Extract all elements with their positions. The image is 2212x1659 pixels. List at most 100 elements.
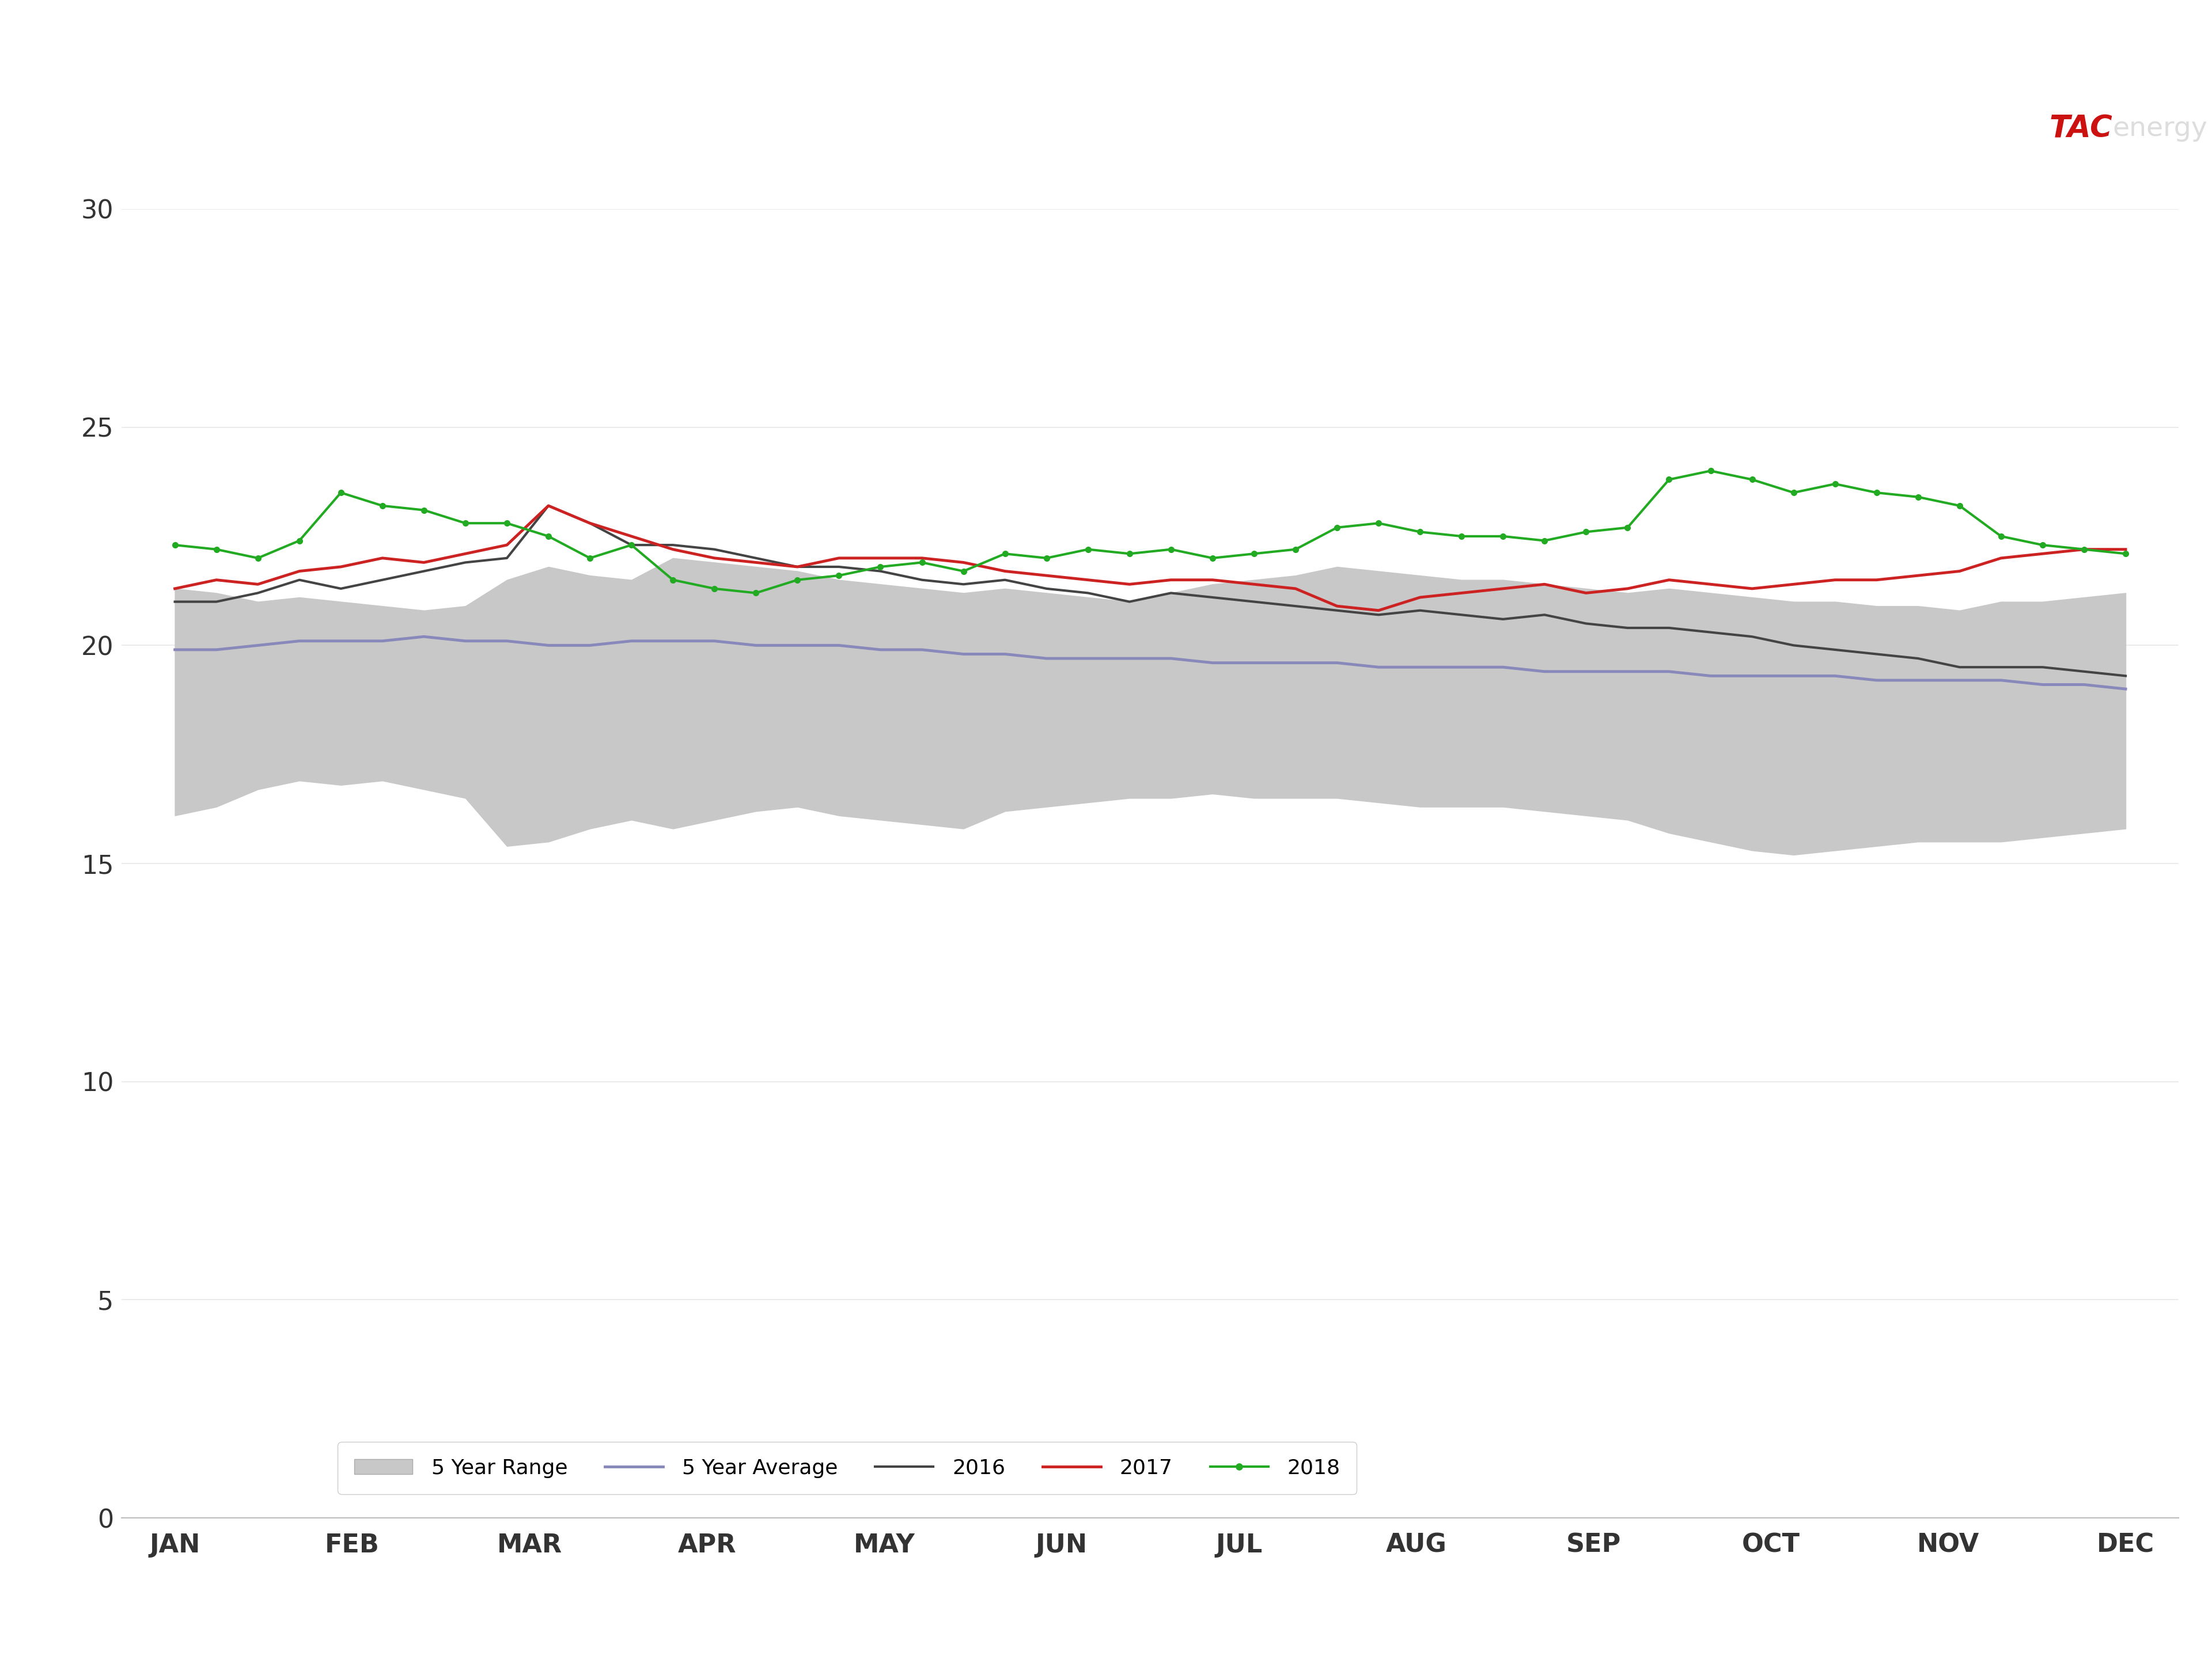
5 Year Average xyxy=(1407,657,1433,677)
5 Year Average xyxy=(1947,670,1973,690)
2016 xyxy=(1781,635,1807,655)
2016 xyxy=(1407,601,1433,620)
2017 xyxy=(1075,571,1102,591)
2017 xyxy=(1407,587,1433,607)
2018 xyxy=(2070,539,2097,559)
2016 xyxy=(825,557,852,577)
2016 xyxy=(1199,587,1225,607)
2017 xyxy=(451,544,478,564)
2016 xyxy=(1573,614,1599,634)
2016 xyxy=(785,557,812,577)
2018 xyxy=(1947,496,1973,516)
2017 xyxy=(1657,571,1683,591)
5 Year Average xyxy=(659,630,686,650)
5 Year Average xyxy=(1075,649,1102,669)
2016 xyxy=(1157,582,1183,602)
5 Year Average xyxy=(1823,665,1849,685)
2018 xyxy=(1117,544,1144,564)
2018 xyxy=(1323,518,1349,538)
2016 xyxy=(1905,649,1931,669)
5 Year Average xyxy=(1863,670,1889,690)
2016 xyxy=(1947,657,1973,677)
5 Year Average xyxy=(1781,665,1807,685)
5 Year Average xyxy=(1531,662,1557,682)
2017 xyxy=(1947,561,1973,581)
5 Year Average xyxy=(1449,657,1475,677)
2018 xyxy=(1905,488,1931,508)
5 Year Average xyxy=(1573,662,1599,682)
2016 xyxy=(1697,622,1723,642)
5 Year Average xyxy=(2070,675,2097,695)
2017 xyxy=(785,557,812,577)
Text: Ethanol Total US: Ethanol Total US xyxy=(891,63,1321,108)
5 Year Average xyxy=(1365,657,1391,677)
2017 xyxy=(1863,571,1889,591)
5 Year Average xyxy=(701,630,728,650)
2016 xyxy=(493,547,520,567)
2017 xyxy=(204,571,230,591)
2018 xyxy=(785,571,812,591)
2018 xyxy=(617,536,644,556)
2018 xyxy=(1283,539,1310,559)
2017 xyxy=(1283,579,1310,599)
2016 xyxy=(161,592,188,612)
2016 xyxy=(327,579,354,599)
5 Year Average xyxy=(909,640,936,660)
2016 xyxy=(659,536,686,556)
2016 xyxy=(1075,582,1102,602)
2017 xyxy=(1739,579,1765,599)
5 Year Average xyxy=(951,644,978,664)
5 Year Average xyxy=(1697,665,1723,685)
5 Year Average xyxy=(991,644,1018,664)
5 Year Average xyxy=(1033,649,1060,669)
2018 xyxy=(1657,469,1683,489)
2017 xyxy=(1033,566,1060,586)
2016 xyxy=(411,561,438,581)
2018 xyxy=(411,499,438,519)
2018 xyxy=(1573,523,1599,542)
5 Year Average xyxy=(1157,649,1183,669)
5 Year Average xyxy=(617,630,644,650)
2017 xyxy=(1365,601,1391,620)
2017 xyxy=(1781,574,1807,594)
5 Year Average xyxy=(825,635,852,655)
2018 xyxy=(825,566,852,586)
2016 xyxy=(1739,627,1765,647)
2017 xyxy=(1157,571,1183,591)
5 Year Average xyxy=(369,630,396,650)
2018 xyxy=(1449,526,1475,546)
2016 xyxy=(1531,606,1557,625)
2017 xyxy=(411,552,438,572)
5 Year Average xyxy=(1241,654,1267,674)
2017 xyxy=(867,547,894,567)
5 Year Average xyxy=(451,630,478,650)
2017 xyxy=(1573,582,1599,602)
2018 xyxy=(1365,513,1391,533)
2018 xyxy=(701,579,728,599)
5 Year Average xyxy=(743,635,770,655)
Line: 2018: 2018 xyxy=(173,468,2128,596)
5 Year Average xyxy=(1323,654,1349,674)
5 Year Average xyxy=(161,640,188,660)
2016 xyxy=(1657,617,1683,637)
2017 xyxy=(1241,574,1267,594)
2017 xyxy=(617,526,644,546)
2017 xyxy=(2070,539,2097,559)
2018 xyxy=(1781,483,1807,503)
2016 xyxy=(246,582,272,602)
Text: energy: energy xyxy=(2112,116,2208,143)
5 Year Average xyxy=(1283,654,1310,674)
2016 xyxy=(1365,606,1391,625)
2018 xyxy=(327,483,354,503)
2017 xyxy=(1905,566,1931,586)
2016 xyxy=(1283,596,1310,615)
5 Year Average xyxy=(785,635,812,655)
2017 xyxy=(369,547,396,567)
2018 xyxy=(1241,544,1267,564)
2016 xyxy=(1823,640,1849,660)
2017 xyxy=(991,561,1018,581)
2017 xyxy=(951,552,978,572)
2016 xyxy=(2070,662,2097,682)
2018 xyxy=(1199,547,1225,567)
5 Year Average xyxy=(1657,662,1683,682)
